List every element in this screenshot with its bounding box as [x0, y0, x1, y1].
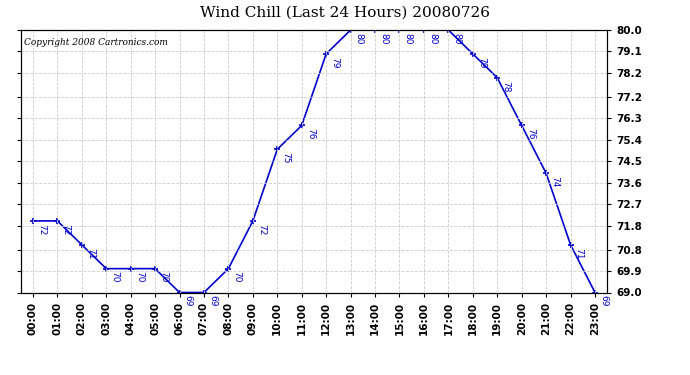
Text: 80: 80 [428, 33, 437, 44]
Text: 76: 76 [306, 128, 315, 140]
Text: 79: 79 [331, 57, 339, 68]
Text: 76: 76 [526, 128, 535, 140]
Text: 74: 74 [550, 176, 560, 188]
Text: 80: 80 [355, 33, 364, 44]
Text: 69: 69 [184, 295, 193, 307]
Text: 72: 72 [37, 224, 46, 235]
Text: 80: 80 [380, 33, 388, 44]
Text: 69: 69 [599, 295, 608, 307]
Text: 72: 72 [257, 224, 266, 235]
Text: 79: 79 [477, 57, 486, 68]
Text: 72: 72 [61, 224, 70, 235]
Text: Wind Chill (Last 24 Hours) 20080726: Wind Chill (Last 24 Hours) 20080726 [200, 6, 490, 20]
Text: 70: 70 [110, 272, 119, 283]
Text: 78: 78 [502, 81, 511, 92]
Text: 80: 80 [404, 33, 413, 44]
Text: 80: 80 [453, 33, 462, 44]
Text: 70: 70 [233, 272, 241, 283]
Text: 71: 71 [575, 248, 584, 259]
Text: 75: 75 [282, 152, 290, 164]
Text: Copyright 2008 Cartronics.com: Copyright 2008 Cartronics.com [23, 38, 168, 47]
Text: 70: 70 [159, 272, 168, 283]
Text: 69: 69 [208, 295, 217, 307]
Text: 70: 70 [135, 272, 144, 283]
Text: 71: 71 [86, 248, 95, 259]
